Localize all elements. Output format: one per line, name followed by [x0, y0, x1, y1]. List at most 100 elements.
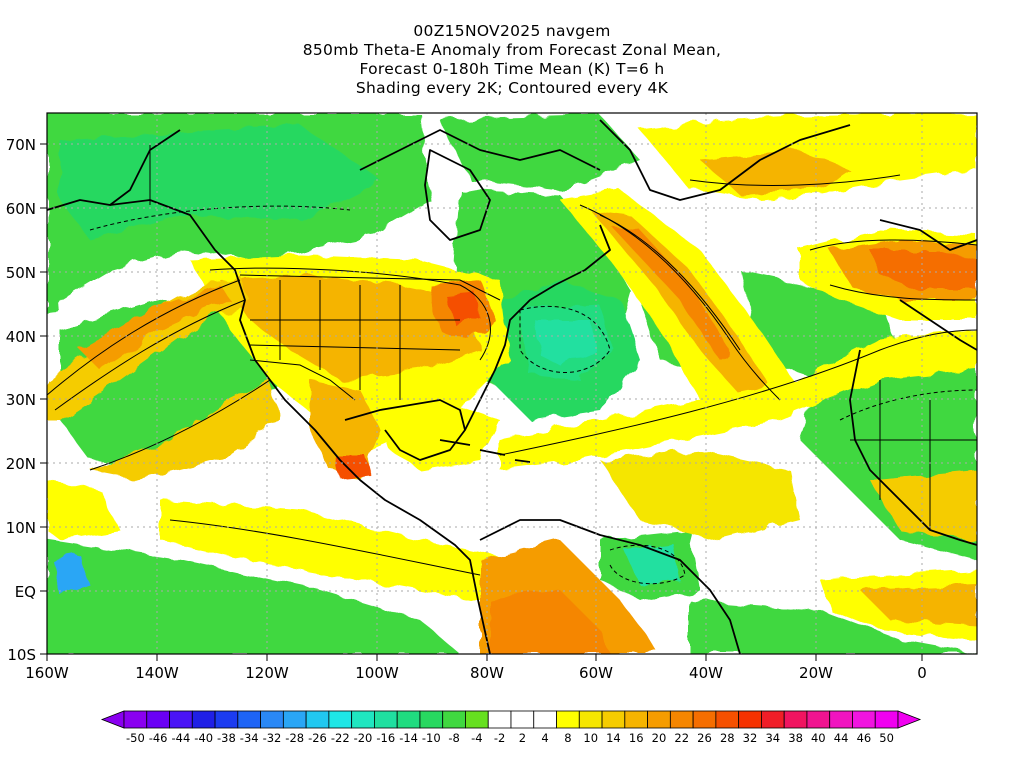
- colorbar-label: 2: [519, 731, 526, 745]
- colorbar-swatch: [169, 710, 193, 729]
- greenland-coast: [599, 119, 851, 201]
- shade-arctic-green: [440, 115, 640, 190]
- shade-atlantic-teal: [535, 320, 595, 365]
- colorbar-label: 40: [811, 731, 826, 745]
- colorbar-swatch: [738, 710, 762, 729]
- colorbar-label: -44: [172, 731, 191, 745]
- colorbar-swatch: [556, 710, 580, 729]
- colorbar-label: -46: [149, 731, 168, 745]
- title-line-4: Shading every 2K; Contoured every 4K: [355, 79, 669, 97]
- lon-label-120w: 120W: [245, 664, 289, 682]
- colorbar-swatch: [419, 710, 444, 729]
- contour-greenland: [689, 174, 901, 186]
- axis-ticks: [40, 143, 923, 661]
- south-america-coast: [479, 519, 741, 654]
- shade-europe-red: [870, 250, 977, 290]
- contour-europe: [809, 239, 977, 251]
- lat-label-20n: 20N: [6, 455, 36, 473]
- shade-south-america-deep: [490, 590, 610, 654]
- contour-neg-africa: [839, 389, 977, 421]
- hudson-bay: [424, 149, 491, 241]
- longitude-labels: 160W 140W 120W 100W 80W 60W 40W 20W 0: [25, 664, 927, 682]
- shade-se-pacific-yellow: [47, 480, 120, 540]
- colorbar-swatch: [806, 710, 831, 729]
- contour-tropical: [169, 519, 481, 576]
- colorbar-label: -14: [399, 731, 418, 745]
- colorbar-high-arrow: [897, 710, 922, 729]
- europe-coast: [879, 219, 977, 351]
- canada-arctic: [359, 129, 601, 171]
- colorbar-label: 38: [788, 731, 803, 745]
- colorbar-swatch: [715, 710, 740, 729]
- colorbar-swatch: [214, 710, 239, 729]
- alaska-coast: [47, 129, 181, 211]
- colorbar-label: 14: [606, 731, 621, 745]
- colorbar-label: 46: [857, 731, 872, 745]
- title-line-2: 850mb Theta-E Anomaly from Forecast Zona…: [302, 41, 722, 59]
- shade-west-africa-yellow: [870, 470, 977, 540]
- contour-neg-amazon: [609, 544, 686, 585]
- colorbar-label: 32: [743, 731, 758, 745]
- colorbar-label: 44: [834, 731, 849, 745]
- africa-borders: [850, 380, 977, 530]
- colorbar-swatch: [510, 710, 535, 729]
- colorbar-swatch: [305, 710, 330, 729]
- lon-label-160w: 160W: [25, 664, 69, 682]
- colorbar-label: -32: [263, 731, 282, 745]
- caribbean-islands: [439, 439, 531, 463]
- colorbar-swatch: [624, 710, 648, 729]
- contour-west-us: [209, 267, 491, 361]
- lat-label-40n: 40N: [6, 328, 36, 346]
- colorbar-swatch: [351, 710, 375, 729]
- colorbar-label: -2: [494, 731, 505, 745]
- colorbar-swatch: [783, 710, 808, 729]
- colorbar-label: -38: [217, 731, 236, 745]
- colorbar-swatch: [396, 710, 421, 729]
- contour-transatlantic: [499, 329, 977, 456]
- colorbar-label: -16: [376, 731, 395, 745]
- colorbar-label: -26: [308, 731, 327, 745]
- colorbar-swatch: [829, 710, 853, 729]
- colorbar-swatch: [442, 710, 466, 729]
- lat-label-50n: 50N: [6, 264, 36, 282]
- colorbar-label: -8: [448, 731, 459, 745]
- colorbar-label: -22: [331, 731, 350, 745]
- lat-label-10s: 10S: [7, 646, 36, 664]
- lon-label-0: 0: [917, 664, 927, 682]
- shade-greenland-orange: [700, 150, 850, 195]
- lon-label-60w: 60W: [579, 664, 613, 682]
- colorbar-label: -34: [240, 731, 259, 745]
- contour-europe-2: [829, 284, 977, 301]
- colorbar-label: 8: [564, 731, 571, 745]
- shade-south-atlantic-green: [690, 600, 977, 654]
- colorbar-label: 10: [583, 731, 598, 745]
- shade-gulf-guinea-orange: [860, 585, 977, 625]
- map-plot-area: [47, 113, 977, 654]
- gulf-coast: [344, 399, 466, 461]
- title-line-3: Forecast 0-180h Time Mean (K) T=6 h: [359, 60, 665, 78]
- shade-west-us-orange: [220, 275, 480, 380]
- colorbar-swatch: [874, 710, 899, 729]
- north-america-coast: [109, 199, 491, 654]
- colorbar-low-arrow: [100, 710, 125, 729]
- contour-neg-atlantic: [519, 305, 611, 373]
- lon-label-40w: 40W: [689, 664, 723, 682]
- colorbar-label: -20: [354, 731, 373, 745]
- colorbar-swatch: [487, 710, 512, 729]
- graticule: [47, 113, 977, 654]
- colorbar-swatch: [852, 710, 876, 729]
- lat-label-eq: EQ: [15, 583, 36, 601]
- contour-lines: [47, 174, 977, 585]
- colorbar-label: 20: [652, 731, 667, 745]
- state-lines: [249, 280, 461, 400]
- shade-north-pacific-light-green: [60, 125, 380, 240]
- colorbar-swatch: [578, 710, 603, 729]
- plot-frame: [46, 112, 978, 655]
- us-mexico-border: [249, 359, 356, 401]
- colorbar-label: 50: [879, 731, 894, 745]
- colorbar-label: 34: [765, 731, 780, 745]
- colorbar-swatch: [669, 710, 694, 729]
- colorbar-swatch: [374, 710, 398, 729]
- lon-label-140w: 140W: [135, 664, 179, 682]
- colorbar-swatch: [692, 710, 717, 729]
